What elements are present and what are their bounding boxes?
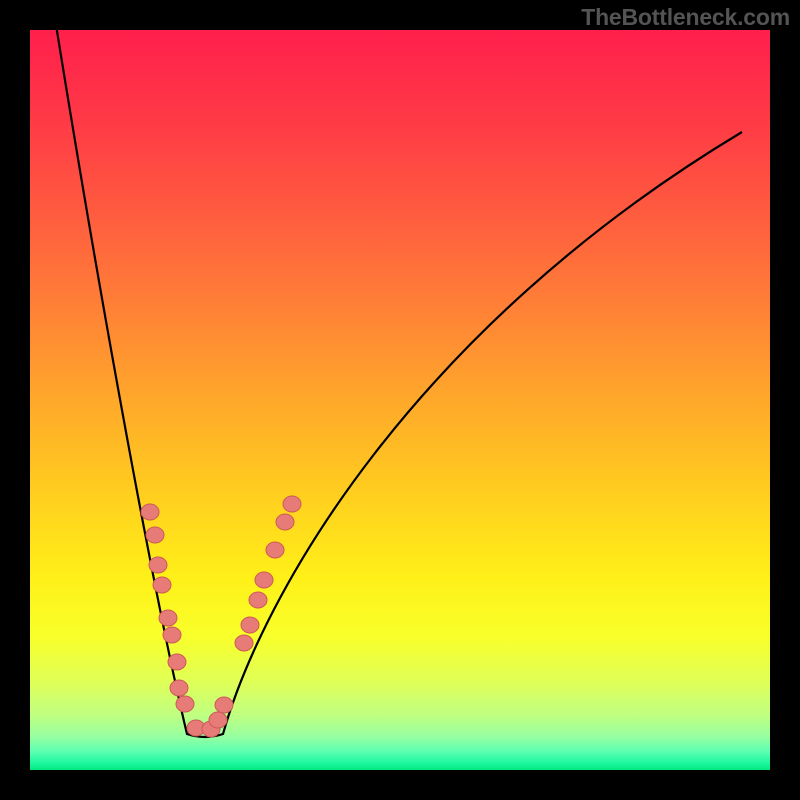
data-point: [276, 514, 294, 530]
data-point: [241, 617, 259, 633]
chart-svg: [0, 0, 800, 800]
data-point: [159, 610, 177, 626]
chart-container: TheBottleneck.com: [0, 0, 800, 800]
data-point: [146, 527, 164, 543]
data-point: [141, 504, 159, 520]
data-point: [209, 712, 227, 728]
data-point: [163, 627, 181, 643]
data-point: [249, 592, 267, 608]
watermark-text: TheBottleneck.com: [581, 4, 790, 31]
data-point: [168, 654, 186, 670]
data-point: [176, 696, 194, 712]
data-point: [255, 572, 273, 588]
data-point: [266, 542, 284, 558]
data-point: [235, 635, 253, 651]
data-point: [215, 697, 233, 713]
data-point: [153, 577, 171, 593]
gradient-background: [30, 30, 770, 770]
data-point: [170, 680, 188, 696]
data-point: [283, 496, 301, 512]
data-point: [149, 557, 167, 573]
